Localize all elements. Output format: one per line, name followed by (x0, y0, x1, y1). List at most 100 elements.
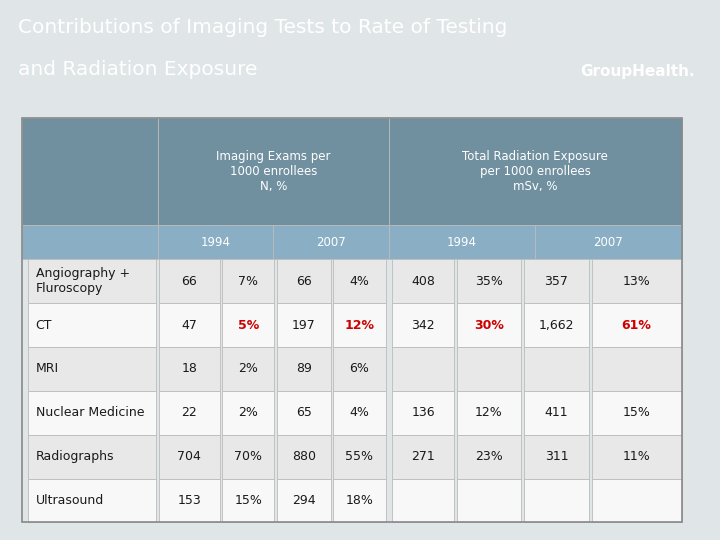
Bar (159, 478, 220, 522)
Text: 880: 880 (292, 450, 315, 463)
Text: 11%: 11% (623, 450, 651, 463)
Bar (28, 391, 156, 435)
Bar (523, 259, 589, 303)
Bar (592, 391, 682, 435)
Bar (523, 303, 589, 347)
Text: 408: 408 (411, 275, 436, 288)
Text: 2007: 2007 (593, 235, 624, 248)
Bar (592, 435, 682, 478)
Bar (592, 259, 682, 303)
Text: 70%: 70% (234, 450, 262, 463)
Text: 35%: 35% (475, 275, 503, 288)
Text: 1994: 1994 (200, 235, 230, 248)
Text: 136: 136 (412, 406, 435, 419)
Bar (392, 303, 454, 347)
Text: Imaging Exams per
1000 enrollees
N, %: Imaging Exams per 1000 enrollees N, % (216, 150, 330, 193)
Text: CT: CT (35, 319, 52, 332)
Bar (523, 347, 589, 391)
Text: 704: 704 (177, 450, 202, 463)
Text: 55%: 55% (346, 450, 374, 463)
Bar (159, 259, 220, 303)
Text: 61%: 61% (622, 319, 652, 332)
Text: Angiography +
Fluroscopy: Angiography + Fluroscopy (35, 267, 130, 295)
Bar (158, 118, 389, 225)
Text: 12%: 12% (344, 319, 374, 332)
Text: 1994: 1994 (447, 235, 477, 248)
Bar (222, 259, 274, 303)
Text: Radiographs: Radiographs (35, 450, 114, 463)
Bar (392, 259, 454, 303)
Text: 15%: 15% (234, 494, 262, 507)
Text: 6%: 6% (349, 362, 369, 375)
Bar (333, 347, 386, 391)
Bar (222, 391, 274, 435)
Bar (22, 118, 158, 225)
Text: and Radiation Exposure: and Radiation Exposure (18, 60, 258, 79)
Text: 271: 271 (412, 450, 436, 463)
Bar (276, 391, 330, 435)
Text: 5%: 5% (238, 319, 258, 332)
Text: 153: 153 (177, 494, 201, 507)
Text: 66: 66 (296, 275, 312, 288)
Bar (457, 435, 521, 478)
Bar (333, 478, 386, 522)
Bar (274, 225, 389, 259)
Bar (28, 259, 156, 303)
Text: 342: 342 (412, 319, 435, 332)
Bar (222, 435, 274, 478)
Text: 23%: 23% (475, 450, 503, 463)
Bar (389, 118, 682, 225)
Text: 12%: 12% (475, 406, 503, 419)
Text: Total Radiation Exposure
per 1000 enrollees
mSv, %: Total Radiation Exposure per 1000 enroll… (462, 150, 608, 193)
Bar (159, 303, 220, 347)
Bar (22, 225, 158, 259)
Bar (523, 391, 589, 435)
Bar (457, 259, 521, 303)
Bar (523, 478, 589, 522)
Text: 89: 89 (296, 362, 312, 375)
Bar (333, 435, 386, 478)
Bar (28, 347, 156, 391)
Bar (592, 478, 682, 522)
Bar (222, 478, 274, 522)
Text: GroupHealth.: GroupHealth. (580, 64, 695, 79)
Bar (276, 347, 330, 391)
Text: 2%: 2% (238, 406, 258, 419)
Text: 47: 47 (181, 319, 197, 332)
Text: 4%: 4% (349, 406, 369, 419)
Text: 2%: 2% (238, 362, 258, 375)
Text: MRI: MRI (35, 362, 59, 375)
Text: 197: 197 (292, 319, 315, 332)
Bar (159, 435, 220, 478)
Bar (389, 225, 535, 259)
Bar (222, 303, 274, 347)
Bar (457, 347, 521, 391)
Bar (28, 303, 156, 347)
Bar (523, 435, 589, 478)
Text: 311: 311 (544, 450, 568, 463)
Bar (333, 259, 386, 303)
Text: 30%: 30% (474, 319, 504, 332)
Bar (159, 347, 220, 391)
Text: 1,662: 1,662 (539, 319, 574, 332)
Text: Contributions of Imaging Tests to Rate of Testing: Contributions of Imaging Tests to Rate o… (18, 18, 508, 37)
Text: 18: 18 (181, 362, 197, 375)
Bar (276, 435, 330, 478)
Bar (535, 225, 682, 259)
Bar (276, 303, 330, 347)
Bar (457, 303, 521, 347)
Text: 411: 411 (544, 406, 568, 419)
Bar (276, 259, 330, 303)
Text: 2007: 2007 (316, 235, 346, 248)
Bar (392, 435, 454, 478)
Bar (333, 391, 386, 435)
Bar (158, 225, 274, 259)
Text: 15%: 15% (623, 406, 651, 419)
Text: 357: 357 (544, 275, 568, 288)
Bar (592, 303, 682, 347)
Bar (592, 347, 682, 391)
Bar (222, 347, 274, 391)
Text: 66: 66 (181, 275, 197, 288)
Bar (392, 347, 454, 391)
Text: 22: 22 (181, 406, 197, 419)
